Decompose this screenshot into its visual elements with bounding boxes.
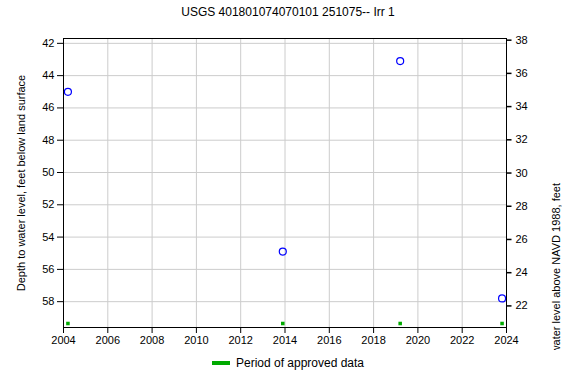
svg-text:30: 30: [516, 167, 528, 179]
svg-text:2024: 2024: [494, 334, 518, 346]
svg-text:2006: 2006: [96, 334, 120, 346]
svg-text:36: 36: [516, 67, 528, 79]
svg-text:2016: 2016: [317, 334, 341, 346]
svg-text:46: 46: [42, 101, 54, 113]
svg-text:50: 50: [42, 166, 54, 178]
svg-text:22: 22: [516, 299, 528, 311]
svg-text:26: 26: [516, 233, 528, 245]
svg-text:24: 24: [516, 266, 528, 278]
svg-text:58: 58: [42, 295, 54, 307]
svg-text:2008: 2008: [140, 334, 164, 346]
svg-text:2014: 2014: [273, 334, 297, 346]
svg-text:Groundwater level above NAVD 1: Groundwater level above NAVD 1988, feet: [550, 183, 562, 350]
svg-text:2022: 2022: [450, 334, 474, 346]
html-text:Period of approved data: Period of approved data: [236, 356, 364, 370]
svg-text:54: 54: [42, 231, 54, 243]
svg-text:2012: 2012: [228, 334, 252, 346]
svg-text:2020: 2020: [406, 334, 430, 346]
svg-text:44: 44: [42, 69, 54, 81]
svg-text:2018: 2018: [361, 334, 385, 346]
svg-text:2010: 2010: [184, 334, 208, 346]
html-text:USGS 401801074070101 251075--: USGS 401801074070101 251075-- Irr 1: [181, 5, 395, 19]
svg-text:28: 28: [516, 200, 528, 212]
svg-text:Depth to water level, feet bel: Depth to water level, feet below land su…: [15, 75, 27, 291]
svg-text:56: 56: [42, 263, 54, 275]
svg-text:52: 52: [42, 198, 54, 210]
svg-text:32: 32: [516, 133, 528, 145]
svg-text:38: 38: [516, 34, 528, 46]
svg-text:48: 48: [42, 134, 54, 146]
svg-text:34: 34: [516, 100, 528, 112]
svg-text:2004: 2004: [51, 334, 75, 346]
svg-text:42: 42: [42, 37, 54, 49]
